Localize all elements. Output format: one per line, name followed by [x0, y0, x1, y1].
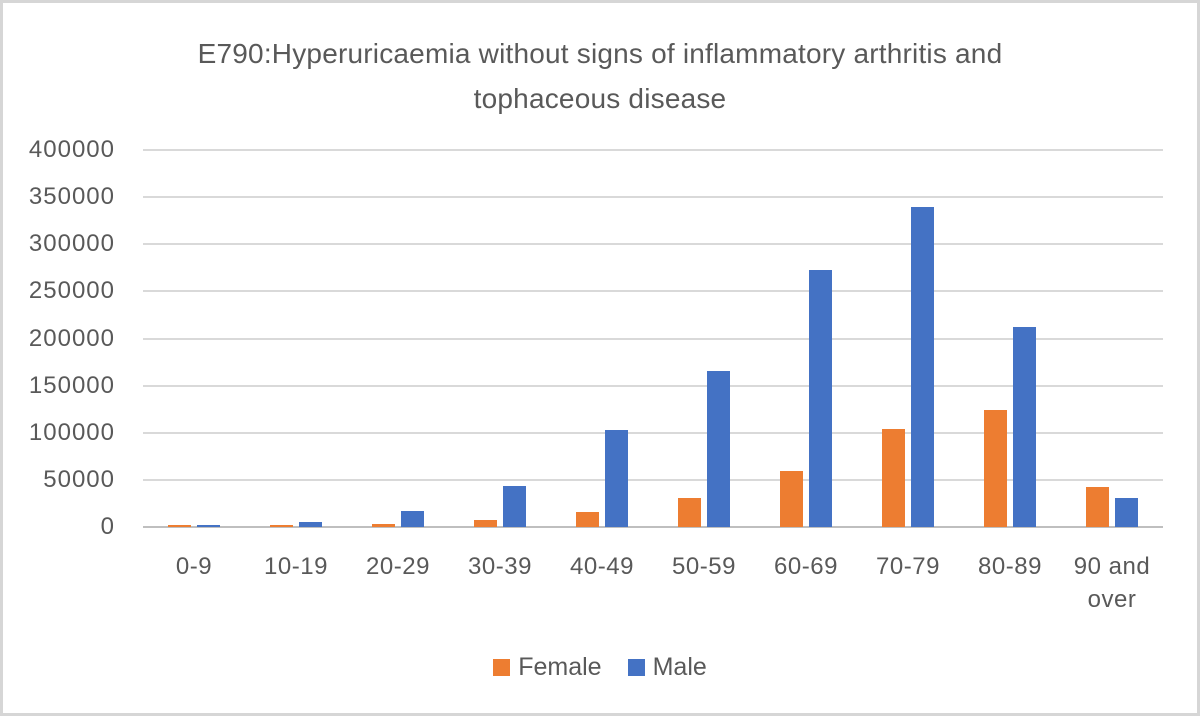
- x-label-70-79: 70-79: [876, 553, 940, 580]
- legend-item-male: Male: [627, 653, 707, 682]
- x-label-50-59: 50-59: [672, 553, 736, 580]
- y-tick-350000: 350000: [28, 183, 115, 211]
- legend-item-female: Female: [493, 653, 602, 682]
- x-label-10-19: 10-19: [264, 553, 328, 580]
- gridline-300000: [143, 243, 1163, 246]
- bar-male-80-89: [1013, 327, 1036, 527]
- x-label-20-29: 20-29: [366, 553, 430, 580]
- legend-label-female: Female: [518, 653, 602, 681]
- y-tick-250000: 250000: [28, 277, 115, 305]
- bar-female-30-39: [474, 520, 497, 527]
- plot-area: [143, 149, 1163, 528]
- x-label-30-39: 30-39: [468, 553, 532, 580]
- x-label-60-69: 60-69: [774, 553, 838, 580]
- y-tick-100000: 100000: [28, 418, 115, 446]
- bar-male-50-59: [707, 371, 730, 527]
- gridline-50000: [143, 478, 1163, 481]
- bar-male-60-69: [809, 270, 832, 527]
- y-axis-labels: 0 50000 100000 150000 200000 250000 300000 3500…: [3, 136, 115, 540]
- gridline-400000: [143, 149, 1163, 151]
- bar-male-30-39: [503, 486, 526, 527]
- x-axis-line: [143, 526, 1163, 528]
- gridline-350000: [143, 196, 1163, 199]
- bar-male-0-9: [197, 525, 220, 527]
- bar-male-70-79: [911, 207, 934, 527]
- gridline-200000: [143, 337, 1163, 340]
- x-label-40-49: 40-49: [570, 553, 634, 580]
- legend-swatch-male: [627, 659, 645, 676]
- bar-female-0-9: [168, 525, 191, 527]
- bar-female-80-89: [984, 410, 1007, 527]
- x-label-80-89: 80-89: [978, 553, 1042, 580]
- y-tick-0: 0: [100, 513, 115, 540]
- y-tick-300000: 300000: [28, 230, 115, 258]
- bar-male-10-19: [299, 522, 322, 527]
- bar-female-60-69: [780, 471, 803, 527]
- y-tick-400000: 400000: [28, 136, 115, 163]
- x-label-90-and-over: 90 and over: [1073, 553, 1151, 613]
- chart-title-line-2: tophaceous disease: [473, 83, 727, 114]
- gridline-250000: [143, 290, 1163, 293]
- bar-female-70-79: [882, 429, 905, 527]
- legend-swatch-female: [493, 659, 511, 676]
- legend-label-male: Male: [652, 653, 707, 681]
- bar-female-40-49: [576, 512, 599, 527]
- gridline-100000: [143, 431, 1163, 434]
- bar-male-40-49: [605, 430, 628, 527]
- bar-female-90-and-over: [1086, 487, 1109, 527]
- y-tick-50000: 50000: [43, 465, 115, 493]
- gridline-150000: [143, 384, 1163, 387]
- y-tick-150000: 150000: [28, 371, 115, 399]
- bar-male-90-and-over: [1115, 498, 1138, 527]
- bar-male-20-29: [401, 511, 424, 527]
- legend: Female Male: [3, 653, 1197, 682]
- x-label-0-9: 0-9: [175, 553, 213, 580]
- bar-female-50-59: [678, 498, 701, 527]
- y-tick-200000: 200000: [28, 324, 115, 352]
- chart-title: E790:Hyperuricaemia without signs of inf…: [3, 31, 1197, 121]
- bar-female-10-19: [270, 525, 293, 527]
- bar-female-20-29: [372, 524, 395, 527]
- chart-title-line-1: E790:Hyperuricaemia without signs of inf…: [197, 38, 1003, 69]
